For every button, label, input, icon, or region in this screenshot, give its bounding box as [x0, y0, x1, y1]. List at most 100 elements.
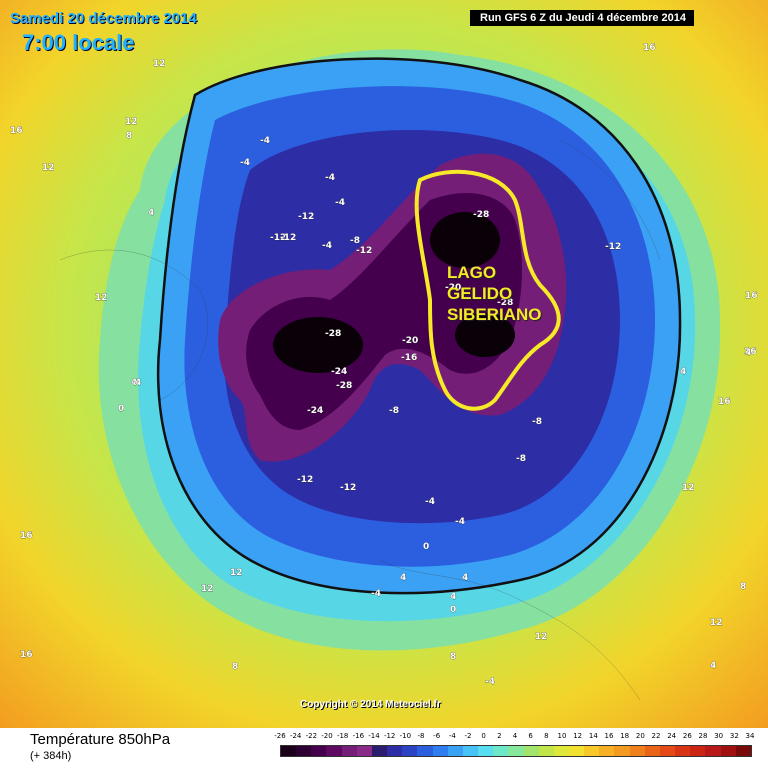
temperature-value-label: 0	[423, 542, 429, 552]
scale-swatch	[326, 746, 342, 756]
temperature-value-label: 12	[42, 163, 55, 173]
scale-swatch	[417, 746, 433, 756]
scale-tick-label: -24	[289, 732, 302, 740]
scale-tick-label: 34	[745, 732, 755, 740]
scale-swatch	[508, 746, 524, 756]
temperature-map: 12 16 12 16 -4 12 8 4 -4 -4 -12 -12 -4 -4 -8 -12 -12 -28-…	[0, 0, 768, 728]
temperature-value-label: -12	[605, 242, 621, 252]
color-scale	[280, 745, 752, 757]
temperature-value-label: 0	[450, 605, 456, 615]
temperature-value-label: -8	[516, 454, 526, 464]
scale-swatch	[705, 746, 721, 756]
scale-swatch	[614, 746, 630, 756]
temperature-value-label: 4	[148, 208, 154, 218]
scale-swatch	[523, 746, 539, 756]
copyright: Copyright © 2014 Meteociel.fr	[300, 699, 441, 710]
scale-swatch	[462, 746, 479, 756]
scale-tick-label: -6	[433, 732, 441, 740]
temperature-value-label: 16	[718, 397, 731, 407]
scale-swatch	[599, 746, 615, 756]
temperature-value-label: -28	[336, 381, 352, 391]
temperature-value-label: -4	[240, 158, 250, 168]
scale-tick-label: 30	[714, 732, 724, 740]
scale-swatch	[296, 746, 312, 756]
temperature-value-label: -28	[325, 329, 341, 339]
core-west	[273, 317, 363, 373]
temperature-value-label: -8	[350, 236, 360, 246]
model-run: Run GFS 6 Z du Jeudi 4 décembre 2014	[470, 10, 695, 26]
temperature-value-label: 0	[118, 404, 124, 414]
forecast-time: 7:00 locale	[22, 30, 135, 55]
scale-swatch	[402, 746, 418, 756]
temperature-value-label: 12	[153, 59, 166, 69]
scale-swatch	[432, 746, 448, 756]
temperature-value-label: 12	[201, 584, 214, 594]
temperature-value-label: -4	[322, 241, 332, 251]
temperature-value-label: 4	[135, 378, 141, 388]
scale-swatch	[387, 746, 403, 756]
temperature-value-label: 8	[450, 652, 456, 662]
legend-subtitle: (+ 384h)	[30, 750, 72, 762]
temperature-value-label: 4	[462, 573, 468, 583]
temperature-value-label: 16	[20, 650, 33, 660]
scale-swatch	[447, 746, 463, 756]
scale-swatch	[568, 746, 585, 756]
temperature-value-label: -4	[485, 677, 495, 687]
scale-swatch	[493, 746, 509, 756]
scale-tick-label: -12	[383, 732, 396, 740]
scale-swatch	[659, 746, 676, 756]
scale-tick-label: 2	[497, 732, 502, 740]
forecast-date: Samedi 20 décembre 2014	[10, 10, 197, 27]
scale-tick-label: 14	[588, 732, 598, 740]
temperature-value-label: -4	[371, 589, 381, 599]
scale-swatch	[371, 746, 388, 756]
scale-tick-label: -16	[352, 732, 365, 740]
scale-tick-label: -20	[321, 732, 333, 740]
legend-panel: Température 850hPa (+ 384h) -26 -24 -22 -20…	[0, 728, 768, 768]
temperature-value-label: -8	[389, 406, 399, 416]
temperature-value-label: 4	[745, 348, 751, 358]
scale-tick-label: 8	[544, 732, 549, 740]
temperature-value-label: 12	[710, 618, 723, 628]
temperature-value-label: -28	[473, 210, 489, 220]
temperature-value-label: 8	[126, 131, 132, 141]
temperature-value-label: 16	[744, 347, 757, 357]
temperature-value-label: 12	[535, 632, 548, 642]
scale-tick-label: 0	[481, 732, 486, 740]
scale-tick-label: 22	[651, 732, 661, 740]
temperature-value-label: 4	[131, 378, 137, 388]
temperature-value-label: -24	[331, 367, 347, 377]
scale-ticks: -26 -24 -22 -20 -18 -16 -14 -12 -10 -8 -6 -4 -2 0 2 4 6 8…	[274, 732, 754, 744]
scale-tick-label: 4	[512, 732, 518, 740]
temperature-value-label: -12	[280, 233, 296, 243]
scale-tick-label: 28	[698, 732, 708, 740]
core-east	[455, 313, 515, 357]
scale-swatch	[720, 746, 736, 756]
scale-tick-label: 24	[667, 732, 677, 740]
temperature-value-label: -12	[298, 212, 314, 222]
temperature-value-label: -4	[260, 136, 270, 146]
scale-tick-label: 10	[557, 732, 567, 740]
annotation-outline	[414, 169, 561, 411]
temperature-value-label: -20	[445, 283, 461, 293]
temperature-value-label: 16	[10, 126, 23, 136]
temperature-value-label: -12	[340, 483, 356, 493]
scale-tick-label: -4	[448, 732, 456, 740]
temperature-value-label: -12	[605, 242, 621, 252]
scale-tick-label: 16	[604, 732, 614, 740]
annotation-line-1: LAGO	[447, 263, 497, 282]
coastlines	[59, 139, 661, 701]
scale-swatch	[629, 746, 645, 756]
temperature-value-label: 12	[95, 293, 108, 303]
annotation-line-2: GELIDO	[447, 284, 513, 303]
scale-swatch	[690, 746, 706, 756]
temperature-value-label: -4	[455, 517, 465, 527]
scale-tick-label: 6	[528, 732, 533, 740]
temperature-value-label: 16	[20, 531, 33, 541]
scale-swatch	[356, 746, 372, 756]
temperature-value-label: 16	[745, 291, 758, 301]
annotation-line-3: SIBERIANO	[447, 305, 542, 324]
scale-swatch	[538, 746, 554, 756]
temperature-value-label: -12	[270, 233, 286, 243]
temperature-value-label: -12	[356, 246, 372, 256]
